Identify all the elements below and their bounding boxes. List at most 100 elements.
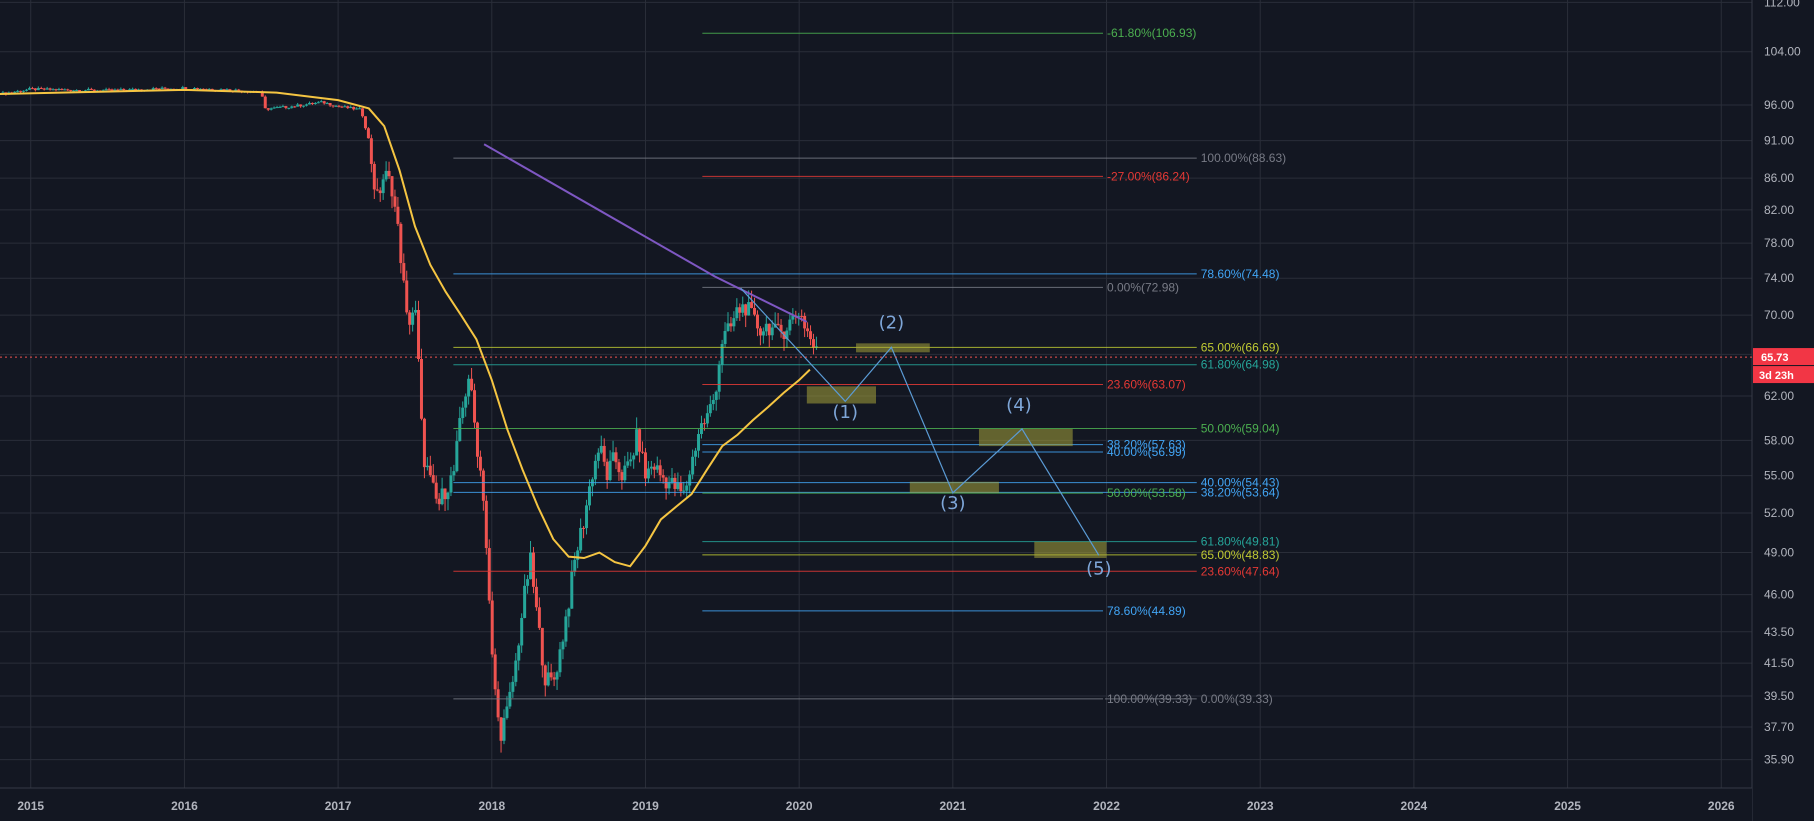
candle-body	[458, 418, 462, 442]
candle-body	[499, 717, 503, 741]
candle-body	[78, 90, 82, 92]
fib-label: 40.00%(54.43)	[1201, 476, 1280, 490]
candle-body	[691, 456, 695, 475]
wave-label: (3)	[940, 493, 966, 514]
candle-body	[779, 324, 783, 332]
candle-body	[325, 103, 329, 105]
candle-body	[222, 89, 226, 91]
candle-body	[272, 107, 276, 109]
candle-body	[75, 90, 79, 92]
candle-body	[39, 88, 43, 90]
candle-body	[343, 106, 347, 108]
candle-body	[579, 527, 583, 551]
candle-body	[69, 90, 73, 92]
candle-body	[25, 89, 29, 91]
price-tick-label: 91.00	[1764, 134, 1794, 148]
candle-body	[496, 689, 500, 718]
candle-body	[307, 102, 311, 105]
candle-body	[266, 108, 270, 110]
candle-body	[134, 88, 138, 91]
candle-body	[676, 482, 680, 489]
candle-body	[484, 500, 488, 549]
candle-body	[711, 399, 715, 405]
price-axis-panel[interactable]	[1752, 0, 1814, 821]
fib-label: 78.60%(74.48)	[1201, 267, 1280, 281]
candle-body	[717, 364, 721, 392]
time-tick-label: 2025	[1554, 799, 1581, 813]
candle-body	[537, 607, 541, 628]
candle-body	[113, 89, 117, 91]
candle-body	[358, 108, 362, 110]
candle-body	[51, 89, 55, 91]
wave-path	[740, 287, 1100, 556]
candle-body	[803, 315, 807, 329]
price-tick-label: 43.50	[1764, 625, 1794, 639]
candle-body	[390, 176, 394, 197]
candle-body	[534, 586, 538, 608]
candle-body	[337, 105, 341, 107]
candle-body	[514, 660, 518, 682]
candle-body	[732, 318, 736, 327]
candle-body	[685, 485, 689, 491]
price-tick-label: 74.00	[1764, 271, 1794, 285]
candle-body	[340, 106, 344, 108]
candle-body	[107, 89, 111, 91]
fib-label: 50.00%(53.58)	[1107, 486, 1186, 500]
candle-body	[381, 179, 385, 194]
candle-body	[747, 302, 751, 316]
candle-body	[761, 331, 765, 336]
fib-label: 61.80%(64.98)	[1201, 358, 1280, 372]
target-zone	[909, 481, 999, 493]
candle-body	[576, 550, 580, 560]
candle-body	[63, 89, 67, 91]
candles	[1, 85, 818, 753]
candle-body	[83, 90, 87, 92]
candle-body	[623, 465, 627, 481]
candle-body	[378, 190, 382, 194]
candle-body	[473, 390, 477, 423]
candle-body	[688, 474, 692, 486]
time-tick-label: 2023	[1247, 799, 1274, 813]
candle-body	[408, 312, 412, 325]
target-zone	[978, 428, 1073, 447]
candle-body	[811, 339, 815, 348]
fib-label: 23.60%(47.64)	[1201, 564, 1280, 578]
candle-body	[446, 492, 450, 500]
candle-body	[526, 579, 530, 586]
candle-body	[319, 101, 323, 103]
candle-body	[543, 665, 547, 686]
candle-body	[290, 106, 294, 108]
candle-body	[195, 88, 199, 90]
candle-body	[800, 315, 804, 317]
candle-body	[316, 102, 320, 104]
candle-body	[163, 87, 167, 89]
candle-body	[346, 106, 350, 109]
time-axis-panel[interactable]	[0, 788, 1752, 821]
candle-body	[228, 89, 232, 91]
candle-body	[422, 418, 426, 468]
candle-body	[86, 88, 90, 91]
candle-body	[587, 486, 591, 506]
candle-body	[629, 459, 633, 462]
candle-body	[705, 413, 709, 424]
candle-body	[110, 89, 114, 91]
candle-body	[57, 89, 61, 91]
candle-body	[33, 88, 37, 91]
fib-label: 78.60%(44.89)	[1107, 604, 1186, 618]
fib-label: 0.00%(39.33)	[1201, 692, 1273, 706]
candle-body	[720, 343, 724, 365]
candle-body	[72, 90, 76, 92]
candle-body	[714, 391, 718, 400]
candle-body	[602, 445, 606, 462]
price-tick-label: 86.00	[1764, 171, 1794, 185]
candle-body	[363, 116, 367, 129]
price-tick-label: 52.00	[1764, 506, 1794, 520]
target-zone	[806, 386, 876, 404]
candle-body	[806, 328, 810, 332]
candle-body	[531, 552, 535, 587]
candle-body	[331, 105, 335, 107]
candle-body	[349, 106, 353, 109]
